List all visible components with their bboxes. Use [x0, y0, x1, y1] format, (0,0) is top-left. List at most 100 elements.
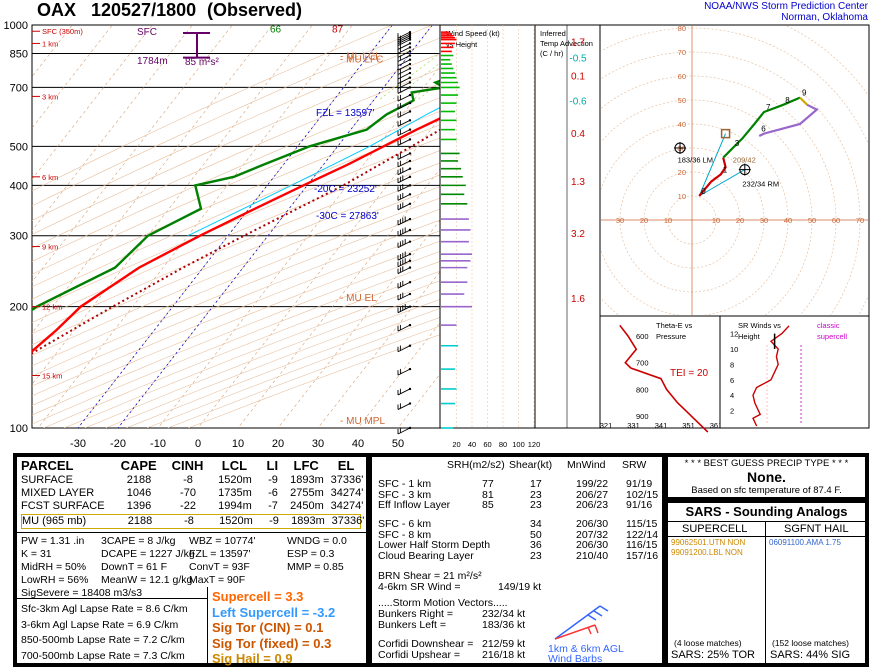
thermo-param: SigSevere = 18408 m3/s3 [21, 587, 143, 599]
sfc-dewpoint-label: 66 [270, 25, 282, 36]
ta-label: 1.7 [571, 38, 585, 49]
kin-cell: SFC - 8 km [378, 528, 432, 541]
te-x-tick: 331 [627, 421, 640, 430]
parcel-cell: -9 [269, 515, 279, 527]
parcel-cell: -22 [180, 500, 196, 512]
profile-temperature [32, 117, 440, 353]
barb-station [408, 193, 412, 196]
parcel-cell: 1994m [218, 500, 252, 512]
sars-hail-pct: SARS: 44% SIG [770, 649, 851, 661]
kin-hdr-mnwind: MnWind [567, 459, 606, 471]
srw-4-6-value: 149/19 kt [498, 581, 542, 593]
precip-note: Based on sfc temperature of 87.4 F. [691, 485, 842, 496]
dry-adiabat [32, 186, 440, 356]
barb-station [408, 217, 412, 221]
dry-adiabat [32, 97, 440, 275]
te-x-tick: 321 [600, 421, 613, 430]
precip-title: * * * BEST GUESS PRECIP TYPE * * * [684, 458, 849, 469]
sr-classic-label: classic [817, 321, 840, 330]
hodo-segment [799, 96, 808, 106]
wind-barb [397, 202, 412, 211]
wind-barb [397, 58, 412, 67]
sr-y-tick: 12 [730, 330, 738, 339]
wind-barb [397, 323, 412, 332]
kin-row: Cloud Bearing Layer 23 210/40 157/16 [378, 550, 660, 562]
isotherm-highlight [77, 25, 393, 428]
corfidi-down-label: Corfidi Downshear = [378, 638, 474, 650]
barb-station [408, 402, 412, 405]
barb-station [408, 323, 412, 327]
corfidi-down-value: 212/59 kt [482, 638, 526, 650]
wind-barb [397, 101, 412, 110]
parcel-cell: 2450m [290, 500, 324, 512]
kin-cell: Eff Inflow Layer [378, 499, 451, 511]
hodo-height-label: 1 [723, 165, 728, 174]
hodo-height-label: 0 [701, 187, 706, 196]
hdr-li: LI [266, 458, 279, 473]
barb-station [408, 281, 412, 284]
parcel-cell: 1520m [219, 515, 253, 527]
hodo-axis-label: 50 [808, 216, 816, 225]
parcel-row: MIXED LAYER 1046 -70 1735m -6 2755m 34274' [21, 487, 363, 500]
sr-supercell-label: supercell [817, 332, 847, 341]
fzl-label: FZL = 13597' [316, 108, 375, 119]
barb-station [408, 110, 412, 113]
sfc-label: SFC [137, 27, 157, 38]
kin-cell: 34 [530, 518, 542, 530]
barb-station [408, 54, 412, 57]
temp-tick-label: 30 [312, 438, 324, 450]
dry-adiabat [32, 197, 440, 367]
kin-cell: 85 [482, 499, 494, 511]
srw-4-6-label: 4-6km SR Wind = [378, 581, 461, 593]
kin-row: SFC - 3 km 81 23 206/27 102/15 [378, 489, 660, 501]
ws-tick-label: 120 [528, 440, 541, 449]
sr-title: SR Winds vs [738, 321, 781, 330]
hodo-frame [599, 24, 870, 317]
thermo-param: K = 31 [21, 548, 52, 560]
sars-supercell-match[interactable]: 99091200.LBL NON [671, 548, 743, 557]
wind-barb [397, 138, 412, 146]
bottom-panel: PARCEL CAPE CINH LCL LI LFC EL SURFACE 21… [13, 453, 869, 667]
windspeed-panel: Wind Speed (kt) vs Height 20 40 60 80 100 120 [441, 25, 540, 449]
hodo-shear-line [698, 133, 727, 197]
te-y-tick: 600 [636, 332, 649, 341]
ws-tick-label: 40 [468, 440, 476, 449]
parcel-header-row: PARCEL CAPE CINH LCL LI LFC EL [21, 458, 366, 473]
sars-supercell-header: SUPERCELL [682, 523, 748, 535]
kin-hdr-srw: SRW [622, 459, 647, 471]
barb-shaft [397, 160, 411, 168]
wind-barb [397, 239, 412, 249]
hodo-segment [698, 157, 727, 197]
sars-supercell-pct: SARS: 25% TOR [671, 649, 755, 661]
parcel-cell: 1396 [126, 500, 152, 512]
barb-shaft [397, 267, 411, 275]
ta-title: Inferred [540, 29, 566, 38]
thermo-param: MeanW = 12.1 g/kg [101, 574, 193, 586]
kin-cell: 206/23 [576, 499, 609, 511]
barb-shaft [397, 253, 411, 261]
barb-station [408, 367, 412, 371]
mean-wind-marker [720, 128, 731, 139]
parcel-row: FCST SURFACE 1396 -22 1994m -7 2450m 34274' [21, 500, 363, 513]
thermo-param: PW = 1.31 .in [21, 535, 85, 547]
kin-cell: Lower Half Storm Depth [378, 539, 491, 551]
barb-shaft [397, 260, 411, 268]
sars-supercell-match[interactable]: 99062501.UTN NON [671, 538, 746, 547]
barb-station [408, 138, 412, 141]
pressure-tick-label: 850 [10, 48, 28, 60]
sars-hail-match[interactable]: 06091100.AMA 1.75 [769, 538, 841, 547]
thermo-param: MaxT = 90F [189, 574, 246, 586]
kin-row: Eff Inflow Layer 85 23 206/23 91/16 [378, 499, 660, 511]
barb-station [408, 34, 412, 38]
kin-cell: SFC - 1 km [378, 478, 432, 490]
dry-adiabat [32, 37, 440, 221]
composite-index: Supercell = 3.3 [212, 589, 304, 604]
isotherm [197, 117, 440, 428]
wind-barb [397, 280, 412, 289]
te-profile [619, 324, 709, 433]
profile-dewpoint [32, 79, 440, 312]
lapse-rate-item: 700-500mb Lapse Rate = 7.3 C/km [21, 649, 185, 662]
ws-tick-label: 60 [483, 440, 491, 449]
dry-adiabat [32, 53, 440, 235]
parcel-cell: FCST SURFACE [21, 500, 105, 512]
